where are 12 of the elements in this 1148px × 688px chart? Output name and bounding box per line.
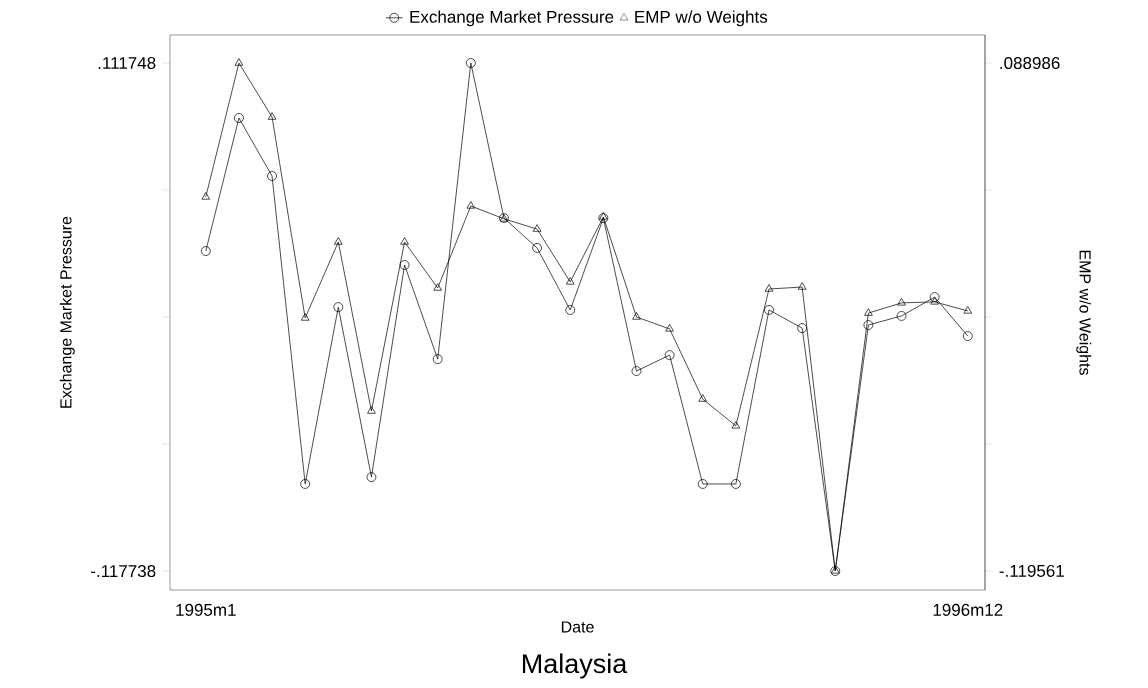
text: Malaysia <box>522 653 628 679</box>
y-axis-title: Exchange Market Pressure <box>59 216 75 408</box>
y2-axis-title: EMP w/o Weights <box>1076 250 1092 375</box>
y2-tick-label: .088986 <box>1000 57 1060 70</box>
legend-label: Exchange Market Pressure <box>410 10 614 27</box>
x-tick-label: 1995m1 <box>176 603 236 616</box>
y-tick-label: -.117738 <box>91 565 156 578</box>
legend-label: EMP w/o Weights <box>635 10 768 27</box>
x-axis-title: Date <box>561 621 594 633</box>
y-tick-label: .111748 <box>98 56 156 70</box>
y2-tick-label: -.119561 <box>999 564 1064 577</box>
x-tick-label: 1996m12 <box>933 603 1003 616</box>
